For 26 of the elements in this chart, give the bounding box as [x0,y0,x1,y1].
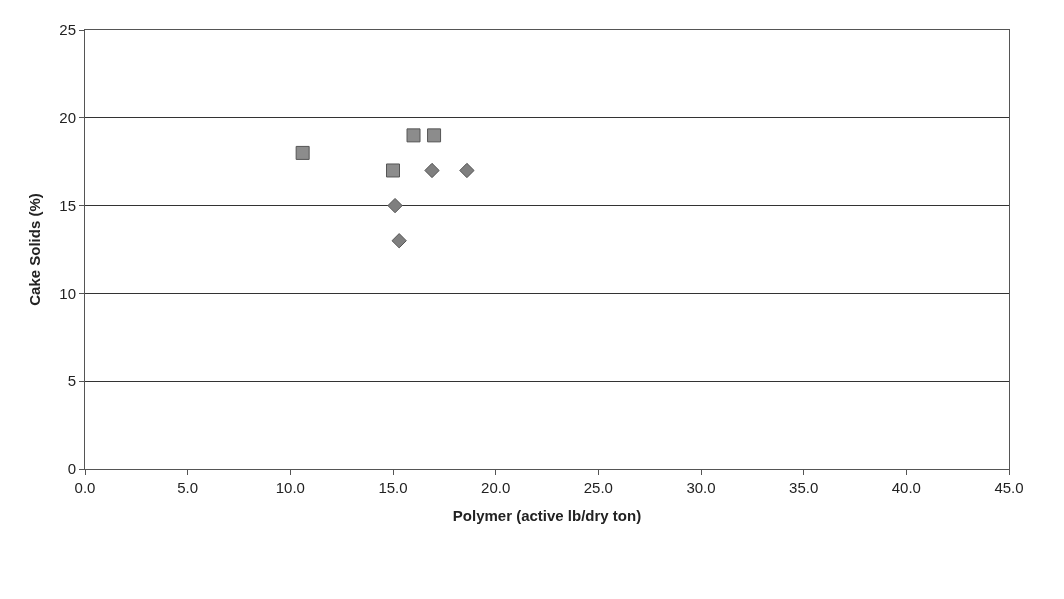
y-tick-label: 20 [59,109,76,127]
y-tick-label: 15 [59,196,76,214]
y-tick-label: 10 [59,284,76,302]
point [391,233,407,249]
x-tick-label: 35.0 [789,479,819,496]
point [387,197,403,214]
point [459,162,475,179]
point [386,163,400,178]
point [406,128,421,143]
point [427,128,442,143]
x-tick-label: 15.0 [378,479,408,496]
x-tick-label: 0.0 [74,479,96,496]
x-tick-label: 45.0 [994,479,1024,496]
x-axis-title: Polymer (active lb/dry ton) [452,507,642,524]
point [424,162,440,179]
y-tick-label: 5 [67,372,76,390]
y-axis-title: Cake Solids (%) [25,193,43,306]
point [295,145,310,160]
x-tick-label: 10.0 [275,479,305,496]
y-tick-label: 0 [67,460,76,478]
x-tick-label: 20.0 [481,479,511,496]
x-tick-label: 30.0 [686,479,716,496]
x-tick-label: 5.0 [177,479,199,496]
x-tick-label: 25.0 [583,479,613,496]
y-tick-label: 25 [59,21,76,39]
x-tick-label: 40.0 [891,479,921,496]
